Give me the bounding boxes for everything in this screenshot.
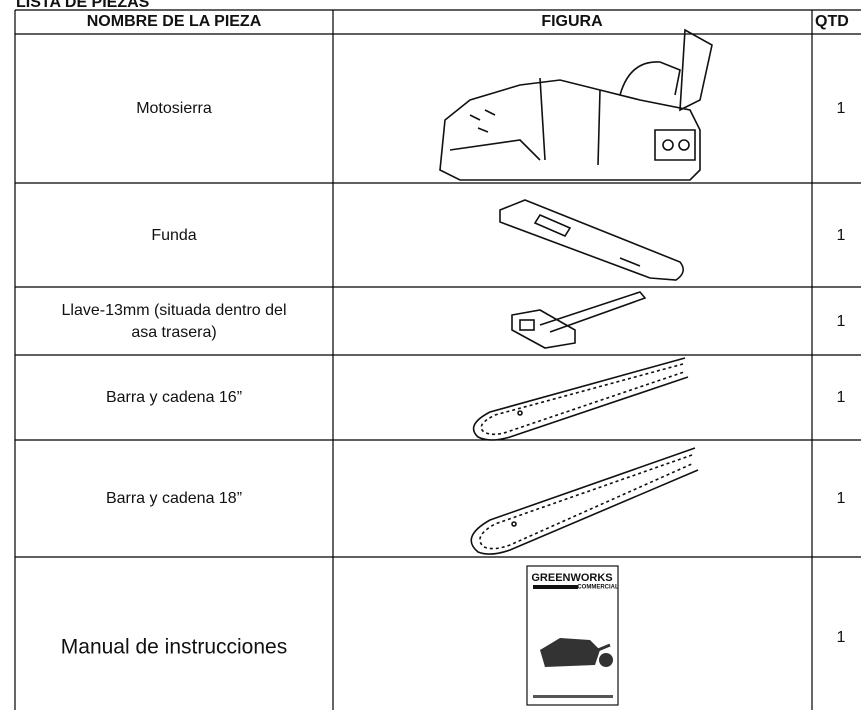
- part-name: Funda: [151, 227, 196, 244]
- part-qty: 1: [837, 227, 846, 244]
- part-qty: 1: [837, 389, 846, 406]
- bar-chain-18-figure: [470, 447, 699, 555]
- column-header: FIGURA: [541, 13, 603, 30]
- chainsaw-figure: [439, 28, 713, 181]
- column-header: QTD: [815, 13, 849, 30]
- page-title: LISTA DE PIEZAS: [16, 0, 150, 11]
- manual-figure: GREENWORKS COMMERCIAL: [526, 565, 619, 706]
- scabbard-figure: [499, 199, 684, 281]
- wrench-figure: [511, 291, 647, 349]
- part-name: asa trasera): [131, 324, 216, 341]
- column-header: NOMBRE DE LA PIEZA: [87, 13, 262, 30]
- table-grid: [14, 9, 861, 710]
- part-qty: 1: [837, 490, 846, 507]
- manual-brand: GREENWORKS: [531, 572, 612, 584]
- part-name: Llave-13mm (situada dentro del: [61, 302, 286, 319]
- part-name: Manual de instrucciones: [61, 636, 287, 659]
- part-qty: 1: [837, 313, 846, 330]
- part-name: Barra y cadena 16”: [106, 389, 242, 406]
- part-name: Motosierra: [136, 100, 212, 117]
- part-name: Barra y cadena 18”: [106, 490, 242, 507]
- manual-line: COMMERCIAL: [577, 585, 619, 591]
- bar-chain-16-figure: [472, 357, 689, 441]
- part-qty: 1: [837, 629, 846, 646]
- part-qty: 1: [837, 100, 846, 117]
